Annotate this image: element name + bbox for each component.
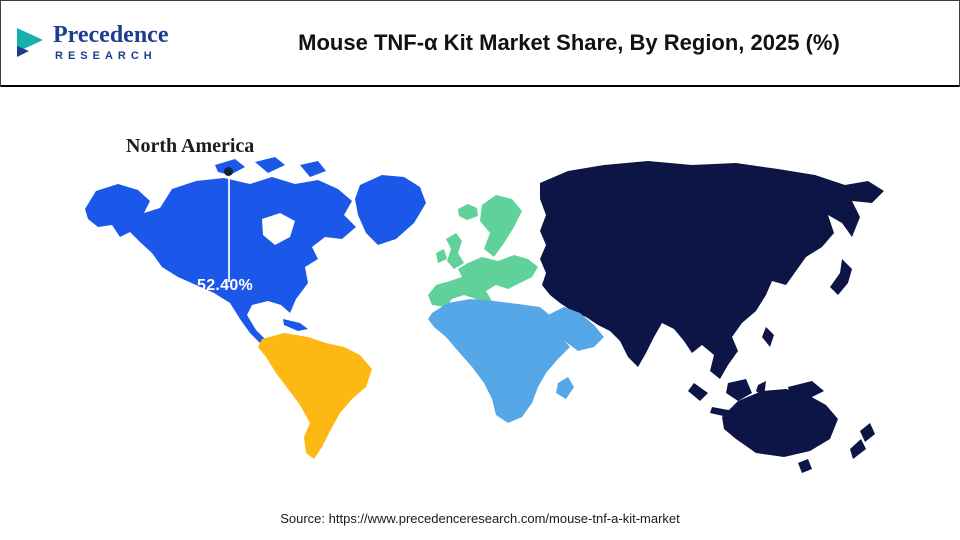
callout-leader-line	[228, 176, 230, 282]
region-asia-pacific	[540, 161, 884, 473]
arctic-island-2	[255, 157, 285, 173]
tasmania	[798, 459, 812, 473]
brand-logo-text: Precedence RESEARCH	[53, 23, 169, 62]
australia	[722, 389, 838, 457]
region-middle-east-africa	[428, 299, 604, 423]
source-citation: Source: https://www.precedenceresearch.c…	[280, 511, 680, 526]
region-europe	[428, 195, 538, 309]
africa	[428, 299, 570, 423]
borneo	[726, 379, 752, 401]
arctic-island-3	[300, 161, 326, 177]
new-zealand-north	[860, 423, 875, 442]
chart-title: Mouse TNF-α Kit Market Share, By Region,…	[298, 29, 840, 55]
greenland	[355, 175, 426, 245]
brand-name: Precedence	[53, 22, 169, 48]
iceland	[458, 204, 478, 220]
madagascar	[556, 377, 574, 399]
header: Precedence RESEARCH Mouse TNF-α Kit Mark…	[0, 0, 960, 87]
brand-subname: RESEARCH	[55, 50, 157, 62]
great-britain	[446, 233, 464, 269]
cuba	[283, 319, 308, 331]
ireland	[436, 249, 447, 263]
region-south-america	[258, 333, 372, 459]
north-america-mainland	[85, 177, 356, 355]
callout-region-label: North America	[126, 135, 255, 157]
scandinavia	[480, 195, 522, 257]
hudson-bay	[262, 213, 295, 245]
arabian-peninsula	[548, 307, 604, 351]
asia-mainland	[540, 161, 884, 379]
world-map	[85, 157, 884, 473]
map-stage: North America 52.40% Source: https://www…	[0, 87, 960, 540]
japan-islands	[830, 259, 852, 295]
brand-logo-icon	[17, 27, 43, 57]
region-north-america	[85, 157, 426, 355]
sumatra	[688, 383, 708, 401]
philippines	[762, 327, 774, 347]
brand-logo: Precedence RESEARCH	[0, 23, 206, 62]
europe-mainland	[428, 255, 538, 309]
new-zealand-south	[850, 439, 866, 459]
callout-dot	[224, 167, 233, 176]
south-america	[258, 333, 372, 459]
callout-value: 52.40%	[197, 277, 254, 294]
